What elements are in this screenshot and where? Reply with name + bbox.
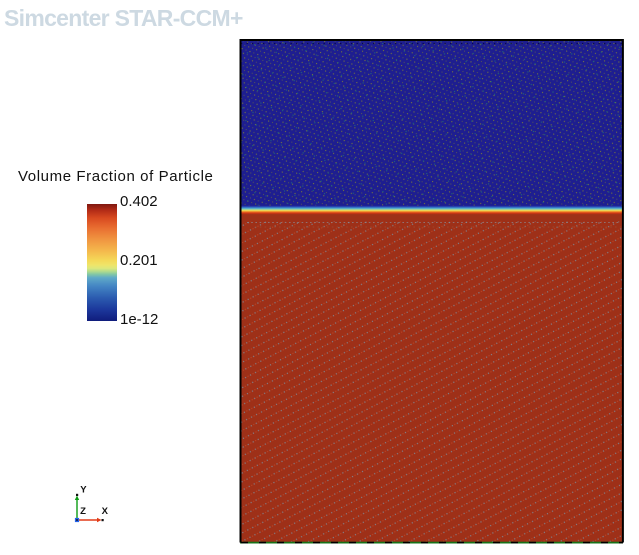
svg-text:X: X bbox=[102, 506, 109, 517]
svg-text:Y: Y bbox=[80, 484, 87, 495]
svg-text:Z: Z bbox=[80, 506, 86, 517]
